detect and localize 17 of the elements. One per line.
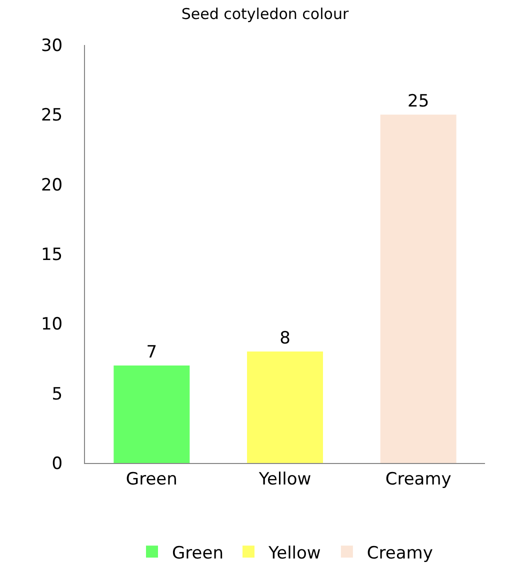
data-label: 25: [408, 92, 430, 112]
data-label: 8: [280, 328, 290, 349]
legend-label: Yellow: [267, 543, 321, 564]
y-tick-label: 20: [40, 175, 63, 196]
legend-label: Creamy: [366, 543, 433, 564]
x-tick-label: Green: [126, 469, 178, 490]
x-tick-label: Creamy: [385, 469, 452, 490]
x-tick-label: Yellow: [258, 469, 312, 490]
y-tick-label: 0: [52, 454, 63, 474]
y-tick-label: 5: [52, 384, 63, 404]
y-tick-label: 10: [40, 314, 63, 335]
y-tick-label: 15: [40, 244, 63, 265]
chart-title: Seed cotyledon colour: [181, 5, 350, 24]
y-tick-label: 30: [40, 36, 63, 56]
legend-label: Green: [172, 543, 224, 564]
y-tick-label: 25: [40, 106, 63, 126]
data-label: 7: [146, 342, 158, 362]
